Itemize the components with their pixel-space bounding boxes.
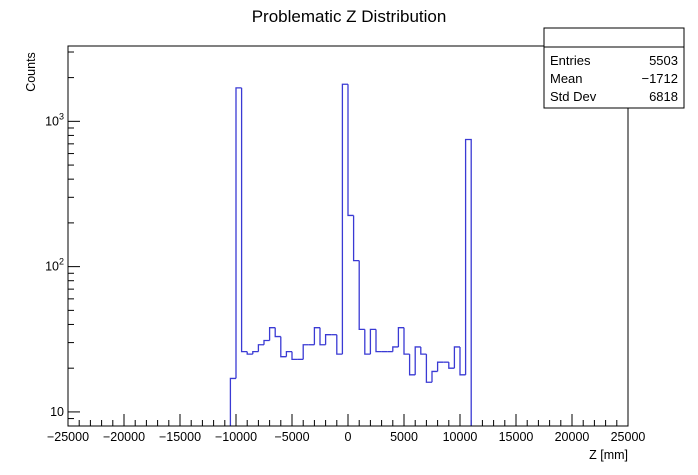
histogram-bin xyxy=(302,344,309,360)
plot-frame xyxy=(67,45,629,427)
axes: −25000 −20000 −15000 −10000 −5000 0 5000 10000 1… xyxy=(45,51,646,444)
y-axis-label: Counts xyxy=(24,52,38,92)
stats-stddev-label: Std Dev xyxy=(550,89,597,104)
x-tick-label: 20000 xyxy=(555,430,590,444)
histogram-bin xyxy=(257,344,264,352)
histogram-bin xyxy=(252,350,259,355)
y-tick-mantissa: 10 xyxy=(45,260,59,274)
y-tick-exponent: 3 xyxy=(59,111,64,121)
histogram-bin xyxy=(274,327,281,338)
stats-mean-value: −1712 xyxy=(641,71,678,86)
histogram-bin xyxy=(369,328,376,355)
histogram-bins xyxy=(229,83,472,426)
x-tick-label: 25000 xyxy=(611,430,646,444)
histogram-bin xyxy=(291,351,298,361)
histogram-bin xyxy=(347,84,354,217)
histogram-bin xyxy=(263,339,270,345)
x-tick-label: −25000 xyxy=(47,430,89,444)
x-tick-label: 15000 xyxy=(499,430,534,444)
histogram-bin xyxy=(408,354,416,376)
histogram-bin xyxy=(397,327,404,347)
y-tick-mantissa: 10 xyxy=(45,114,59,128)
x-tick-label: 10000 xyxy=(443,430,478,444)
x-tick-label: 5000 xyxy=(390,430,418,444)
histogram-bin xyxy=(285,350,292,357)
histogram-bin xyxy=(336,334,343,355)
y-tick-exponent: 2 xyxy=(59,257,64,267)
histogram-bin xyxy=(352,215,360,262)
histogram-bin xyxy=(425,354,432,383)
histogram-bin xyxy=(414,346,421,375)
histogram-bin xyxy=(313,327,320,345)
histogram-bin xyxy=(341,83,348,355)
chart-title: Problematic Z Distribution xyxy=(252,7,447,26)
histogram-bin xyxy=(448,362,455,369)
stats-entries-value: 5503 xyxy=(649,53,678,68)
histogram-bin xyxy=(420,346,427,355)
histogram-bin xyxy=(324,334,332,345)
histogram-bin xyxy=(319,327,326,346)
histogram-bin xyxy=(436,361,444,372)
x-axis-label: Z [mm] xyxy=(589,448,628,462)
histogram-bin xyxy=(459,346,466,376)
x-tick-label: −5000 xyxy=(274,430,309,444)
x-tick-label: −10000 xyxy=(215,430,257,444)
histogram-bin xyxy=(240,87,248,353)
histogram-bin xyxy=(464,138,472,426)
histogram-bin xyxy=(358,260,365,331)
stats-box-frame xyxy=(543,27,685,109)
stats-mean-label: Mean xyxy=(550,71,583,86)
histogram-bin xyxy=(246,351,253,355)
y-tick-label: 102 xyxy=(45,257,64,274)
stats-entries-label: Entries xyxy=(550,53,591,68)
y-tick-label: 10 xyxy=(50,405,64,419)
x-tick-label: −15000 xyxy=(159,430,201,444)
x-tick-label: −20000 xyxy=(103,430,145,444)
histogram-bin xyxy=(364,329,371,355)
stats-box: Entries 5503 Mean −1712 Std Dev 6818 xyxy=(543,27,685,109)
stats-stddev-value: 6818 xyxy=(649,89,678,104)
histogram-bin xyxy=(268,327,276,341)
y-tick-label: 103 xyxy=(45,111,64,128)
histogram-bin xyxy=(392,346,399,352)
y-tick-mantissa: 10 xyxy=(50,405,64,419)
histogram-bin xyxy=(280,336,287,358)
histogram-bin xyxy=(235,87,242,379)
histogram-bin xyxy=(229,377,236,426)
histogram-bin xyxy=(431,370,438,383)
x-tick-label: 0 xyxy=(345,430,352,444)
histogram-bin xyxy=(403,327,410,355)
histogram-bin xyxy=(375,329,382,353)
histogram-bin xyxy=(453,346,460,369)
